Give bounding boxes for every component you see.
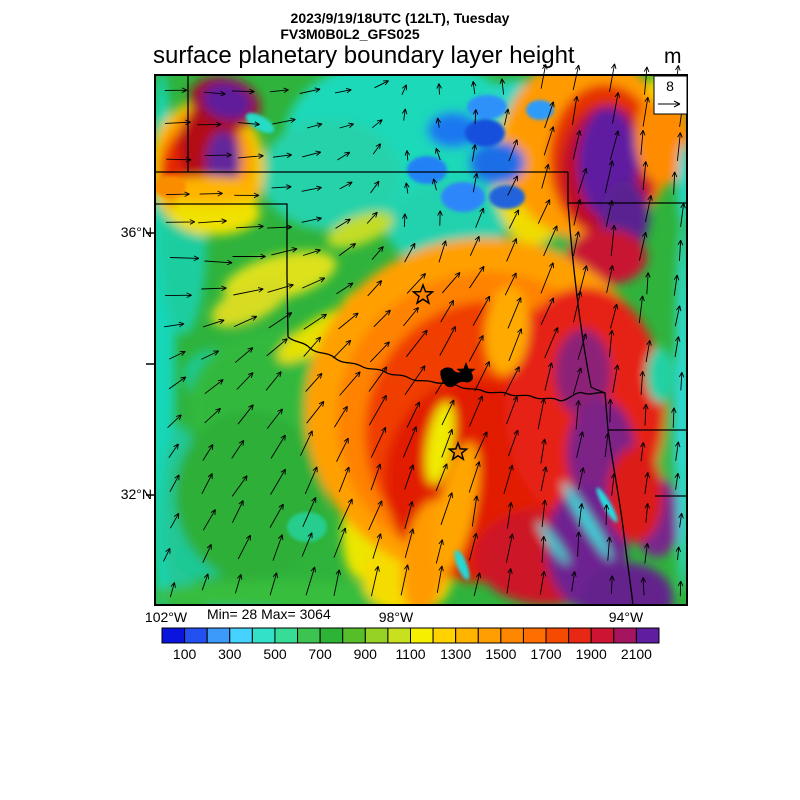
colorbar-segment — [251, 627, 276, 644]
minmax-stats: Min= 28 Max= 3064 — [207, 606, 331, 622]
colorbar-tick-label: 1300 — [440, 646, 471, 662]
lon-axis-label: 102°W — [144, 609, 188, 625]
colorbar-segment — [342, 627, 366, 644]
city-star-dallas — [447, 440, 469, 462]
city-star-red-river — [456, 361, 476, 381]
map-area — [154, 63, 688, 606]
colorbar-segment — [410, 627, 434, 644]
lon-axis-label: 94°W — [608, 609, 644, 625]
colorbar-segment — [590, 627, 615, 644]
colorbar-segment — [477, 627, 502, 644]
plot-title: surface planetary boundary layer height — [153, 42, 575, 69]
colorbar-tick-label: 500 — [263, 646, 287, 662]
colorbar-segment — [184, 627, 208, 644]
wind-reference-arrow — [658, 100, 681, 108]
state-borders — [155, 75, 687, 606]
lat-axis-label: 36°N — [120, 224, 152, 240]
colorbar-segment — [161, 627, 186, 644]
colorbar-segment — [364, 627, 389, 644]
colorbar-tick-label: 1500 — [485, 646, 516, 662]
lon-axis-label: 98°W — [378, 609, 414, 625]
colorbar-segment — [568, 627, 592, 644]
colorbar-tick-label: 300 — [218, 646, 242, 662]
units-label: m — [664, 45, 682, 68]
oklahoma-panhandle-texas-border — [155, 203, 289, 338]
wind-arrows — [162, 63, 686, 598]
colorbar-segment — [522, 627, 547, 644]
colorbar-tick-label: 900 — [354, 646, 378, 662]
texas-arkansas-border — [590, 386, 609, 431]
city-star-oklahoma-city — [411, 282, 435, 305]
colorbar-segment — [455, 627, 479, 644]
colorbar-segment — [206, 627, 231, 644]
datetime-title: 2023/9/19/18UTC (12LT), Tuesday — [290, 10, 510, 26]
colorbar-segment — [297, 627, 321, 644]
wind-reference-box — [653, 75, 688, 115]
texas-louisiana-border — [607, 429, 634, 606]
model-name-title: FV3M0B0L2_GFS025 — [280, 26, 420, 42]
colorbar-segment — [387, 627, 412, 644]
colorbar-segment — [274, 627, 299, 644]
colorbar-tick-label: 1100 — [395, 646, 425, 662]
colorbar-segment — [635, 627, 660, 644]
colorbar-tick-label: 100 — [173, 646, 197, 662]
colorbar-segment — [500, 627, 524, 644]
colorbar-segment — [319, 627, 344, 644]
colorbar-segment — [613, 627, 637, 644]
colorbar-segment — [432, 627, 457, 644]
colorbar-segment — [229, 627, 253, 644]
colorbar: 100 300 500 700 900 1100 1300 1500 1700 1900 2100 — [161, 627, 660, 662]
colorbar-tick-label: 1900 — [576, 646, 607, 662]
lat-axis-label: 32°N — [120, 486, 152, 502]
colorbar-tick-label: 2100 — [621, 646, 652, 662]
colorbar-tick-label: 1700 — [530, 646, 561, 662]
wind-reference-value: 8 — [666, 78, 674, 94]
arkansas-oklahoma-border — [567, 202, 592, 388]
colorbar-tick-label: 700 — [308, 646, 332, 662]
colorbar-segment — [545, 627, 570, 644]
